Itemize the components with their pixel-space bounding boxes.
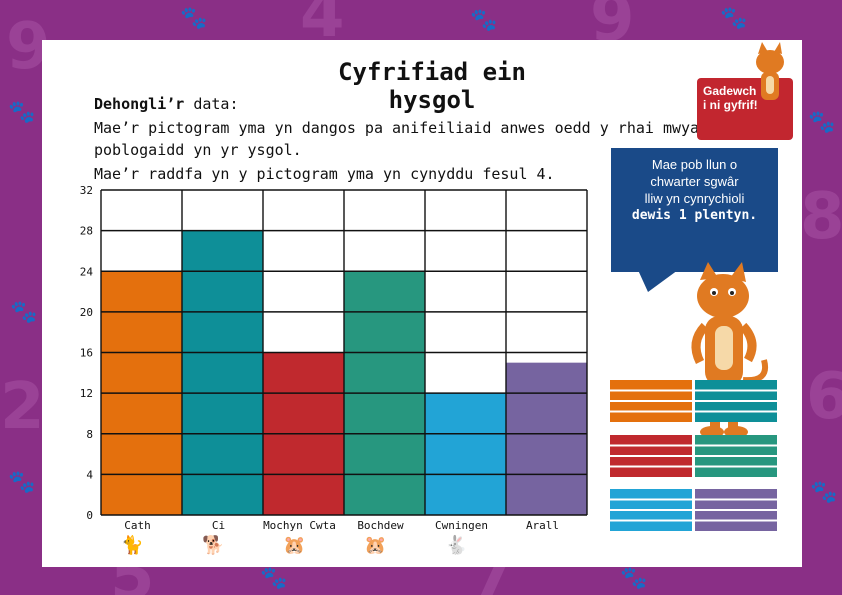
- paw-icon: 🐾: [10, 300, 38, 325]
- x-tick-label: Mochyn Cwta: [263, 519, 336, 532]
- x-tick-label: Ci: [212, 519, 225, 532]
- x-tick-label: Cath: [124, 519, 151, 532]
- speech-bubble-tail: [638, 270, 678, 292]
- bubble-line-4: dewis 1 plentyn.: [631, 208, 758, 223]
- intro-text: data:: [193, 95, 239, 113]
- pet-icon: 🐈: [121, 534, 143, 556]
- paw-icon: 🐾: [810, 480, 838, 505]
- paw-icon: 🐾: [720, 6, 748, 31]
- decorative-number: 2: [0, 370, 45, 444]
- pet-icon: 🐹: [283, 535, 305, 556]
- bar-cwningen: [425, 393, 506, 515]
- description-line-3: Mae’r raddfa yn y pictogram yma yn cynyd…: [94, 165, 555, 183]
- badge-cat-icon: [756, 42, 784, 100]
- intro-label: Dehongli’r: [94, 95, 185, 113]
- decorative-number: 6: [806, 360, 842, 434]
- y-tick-label: 4: [86, 468, 93, 481]
- decorative-number: 8: [800, 180, 842, 254]
- pet-icon: 🐕: [202, 534, 224, 556]
- intro-line: Dehongli’r data:: [94, 95, 239, 113]
- paw-icon: 🐾: [8, 100, 36, 125]
- bar-arall: [506, 362, 587, 515]
- y-tick-label: 24: [80, 265, 94, 278]
- paw-icon: 🐾: [260, 566, 288, 591]
- paw-icon: 🐾: [8, 470, 36, 495]
- description-line-2: poblogaidd yn yr ysgol.: [94, 141, 302, 159]
- key-speech-bubble: Mae pob llun o chwarter sgwâr lliw yn cy…: [611, 148, 778, 272]
- y-tick-label: 8: [86, 428, 93, 441]
- paw-icon: 🐾: [470, 8, 498, 33]
- y-tick-label: 32: [80, 184, 93, 197]
- y-tick-label: 28: [80, 225, 93, 238]
- bubble-line-2: chwarter sgwâr: [650, 174, 739, 189]
- page-title: Cyfrifiad ein hysgol: [338, 58, 526, 114]
- pet-icon: 🐹: [364, 535, 386, 556]
- paw-icon: 🐾: [620, 566, 648, 591]
- y-tick-label: 0: [86, 509, 93, 522]
- bubble-line-1: Mae pob llun o: [651, 157, 738, 172]
- x-tick-label: Cwningen: [435, 519, 488, 532]
- badge-line-2: i ni gyfrif!: [703, 98, 758, 112]
- paw-icon: 🐾: [808, 110, 836, 135]
- bubble-line-3: lliw yn cynrychioli: [644, 191, 745, 206]
- description-line-1: Mae’r pictogram yma yn dangos pa anifeil…: [94, 119, 709, 137]
- x-tick-label: Bochdew: [357, 519, 404, 532]
- paw-icon: 🐾: [180, 6, 208, 31]
- pet-icon: 🐇: [445, 534, 467, 556]
- bar-ci: [182, 230, 263, 515]
- y-tick-label: 20: [80, 306, 93, 319]
- x-tick-label: Arall: [526, 519, 559, 532]
- badge-line-1: Gadewch: [703, 84, 757, 98]
- y-tick-label: 12: [80, 387, 93, 400]
- y-tick-label: 16: [80, 347, 93, 360]
